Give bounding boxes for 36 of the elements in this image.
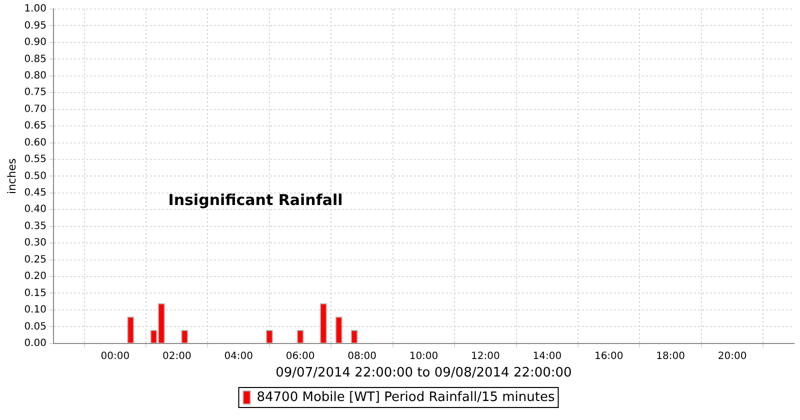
y-tick-label: 0.05 [24,321,46,332]
y-tick-label: 0.00 [24,338,46,349]
y-tick-label: 0.20 [24,271,46,282]
y-tick-label: 0.30 [24,238,46,249]
x-tick-label: 16:00 [594,350,624,362]
x-tick-label: 04:00 [224,350,254,362]
x-tick-label: 06:00 [286,350,315,362]
y-tick-label: 0.10 [24,304,46,316]
x-tick-label: 14:00 [532,350,562,362]
y-tick-label: 0.55 [24,154,46,166]
y-tick-label: 0.45 [24,188,46,199]
y-tick-label: 0.85 [24,54,46,65]
x-tick-label: 18:00 [656,350,685,362]
y-tick-label: 0.95 [24,20,46,32]
y-axis-title: inches [5,158,18,194]
y-tick-label: 0.90 [24,37,46,48]
y-tick-label: 1.00 [24,4,46,15]
y-tick-label: 0.25 [24,254,46,266]
x-tick-label: 10:00 [409,350,438,362]
x-tick-label: 08:00 [348,350,376,362]
y-tick-label: 0.35 [24,220,46,232]
x-tick-label: 00:00 [100,350,130,362]
legend-label: 84700 Mobile [WT] Period Rainfall/15 minutes [256,390,555,405]
annotation: Insignificant Rainfall [168,191,343,210]
y-tick-label: 0.15 [24,288,46,299]
x-axis-title: 09/07/2014 22:00:00 to 09/08/2014 22:00:00 [276,366,572,381]
x-tick-label: 20:00 [718,350,747,362]
y-tick-label: 0.80 [24,70,46,82]
y-tick-label: 0.50 [24,170,46,182]
x-tick-label: 12:00 [471,350,500,362]
x-tick-label: 02:00 [162,350,192,362]
y-tick-label: 0.70 [24,104,46,115]
y-tick-label: 0.65 [24,120,46,132]
y-tick-label: 0.60 [24,137,46,148]
y-tick-label: 0.40 [24,204,46,216]
y-tick-label: 0.75 [24,87,46,98]
